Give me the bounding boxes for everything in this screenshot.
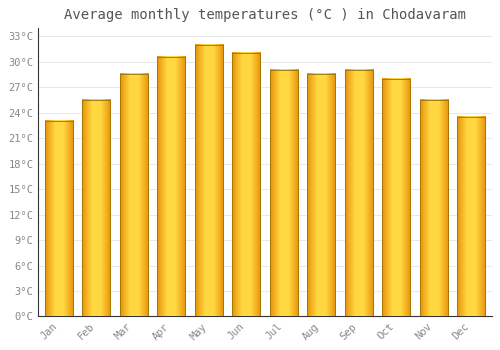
- Bar: [194, 45, 223, 316]
- Bar: [120, 75, 148, 316]
- Bar: [344, 70, 372, 316]
- Bar: [420, 100, 448, 316]
- Bar: [307, 75, 335, 316]
- Bar: [382, 79, 410, 316]
- Bar: [457, 117, 485, 316]
- Bar: [344, 70, 372, 316]
- Bar: [120, 75, 148, 316]
- Title: Average monthly temperatures (°C ) in Chodavaram: Average monthly temperatures (°C ) in Ch…: [64, 8, 466, 22]
- Bar: [382, 79, 410, 316]
- Bar: [45, 121, 73, 316]
- Bar: [232, 53, 260, 316]
- Bar: [194, 45, 223, 316]
- Bar: [82, 100, 110, 316]
- Bar: [232, 53, 260, 316]
- Bar: [270, 70, 297, 316]
- Bar: [270, 70, 297, 316]
- Bar: [420, 100, 448, 316]
- Bar: [45, 121, 73, 316]
- Bar: [157, 57, 186, 316]
- Bar: [157, 57, 186, 316]
- Bar: [307, 75, 335, 316]
- Bar: [82, 100, 110, 316]
- Bar: [457, 117, 485, 316]
